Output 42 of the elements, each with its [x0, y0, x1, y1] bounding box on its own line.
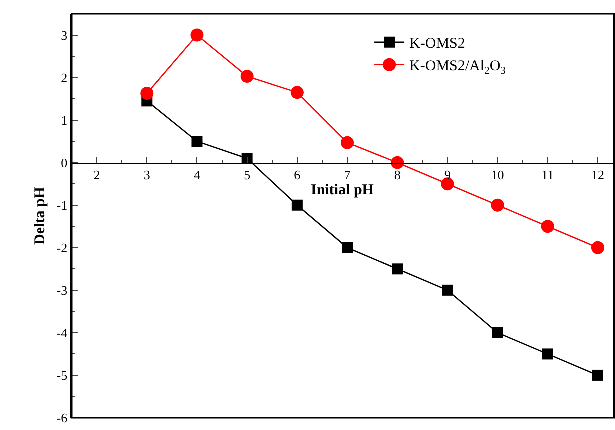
point [292, 200, 303, 211]
x-tick-label: 7 [344, 167, 352, 182]
x-tick-label: 3 [144, 167, 150, 182]
x-tick-label: 12 [591, 167, 604, 182]
y-tick-label: -4 [56, 326, 68, 340]
point [492, 327, 504, 338]
x-tick-label: 6 [294, 167, 302, 182]
point [391, 156, 404, 170]
y-tick-label: -1 [56, 198, 68, 213]
y-tick-label: -5 [56, 368, 68, 384]
point [392, 264, 404, 275]
y-tick-label: 2 [61, 70, 68, 86]
x-tick-label: 10 [491, 167, 504, 182]
y-tick-label: 3 [61, 28, 68, 43]
point [290, 86, 304, 100]
point [442, 284, 454, 296]
point [242, 153, 253, 164]
x-tick-label: 11 [542, 167, 554, 182]
x-tick-label: 2 [94, 167, 100, 182]
point [341, 136, 354, 150]
point [591, 241, 604, 254]
point [140, 87, 154, 100]
y-tick-label: 1 [61, 112, 68, 128]
point [491, 198, 504, 212]
x-axis-title: Initial pH [311, 182, 374, 198]
point [192, 136, 203, 148]
x-tick-label: 4 [194, 167, 201, 182]
point [541, 220, 554, 234]
legend-label: K-OMS2 [410, 36, 466, 52]
point [592, 370, 604, 381]
y-tick-label: -3 [56, 282, 68, 298]
y-tick-label: -6 [56, 410, 68, 426]
point [190, 28, 204, 42]
y-tick-label: 0 [61, 155, 68, 170]
point [542, 348, 554, 360]
x-tick-label: 5 [244, 167, 251, 182]
point [240, 70, 254, 84]
y-tick-label: -2 [56, 240, 68, 256]
point [342, 242, 354, 254]
y-axis-title: Delta pH [32, 186, 49, 245]
x-tick-label: 8 [394, 167, 401, 182]
legend-label: K-OMS2/Al$_{2}$O$_{3}$ [410, 58, 506, 77]
